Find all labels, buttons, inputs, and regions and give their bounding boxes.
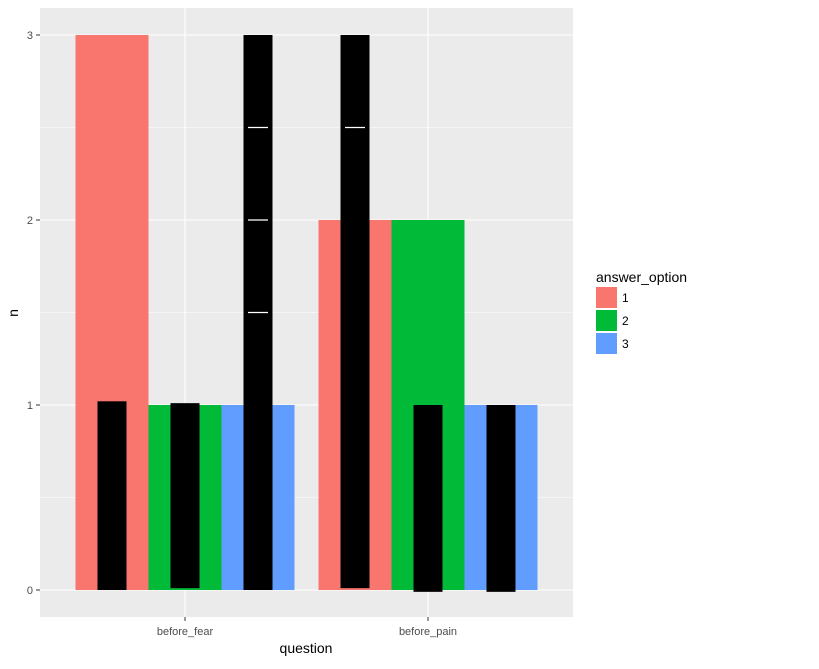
y-tick-label: 2	[27, 215, 33, 227]
overlay-bars	[97, 35, 516, 592]
legend-key	[596, 310, 617, 331]
overlay-bar	[170, 403, 200, 589]
legend: answer_option 1 2 3	[596, 269, 687, 354]
legend-title: answer_option	[596, 269, 687, 285]
legend-label: 3	[622, 337, 629, 351]
y-tick-label: 3	[27, 30, 33, 42]
axes: 0 1 2 3 before_fear before_pain	[27, 30, 457, 638]
overlay-bar	[340, 35, 370, 589]
x-tick-label: before_pain	[399, 626, 457, 638]
legend-label: 1	[622, 291, 629, 305]
y-tick-label: 0	[27, 585, 33, 597]
legend-items: 1 2 3	[596, 287, 629, 354]
overlay-bar	[413, 405, 443, 592]
legend-key	[596, 333, 617, 354]
legend-label: 2	[622, 314, 629, 328]
overlay-bar	[97, 401, 127, 590]
y-axis-title: n	[5, 309, 21, 317]
x-axis-title: question	[280, 640, 333, 656]
x-tick-label: before_fear	[157, 626, 214, 638]
legend-key	[596, 287, 617, 308]
y-tick-label: 1	[27, 400, 33, 412]
overlay-bar	[486, 405, 516, 592]
